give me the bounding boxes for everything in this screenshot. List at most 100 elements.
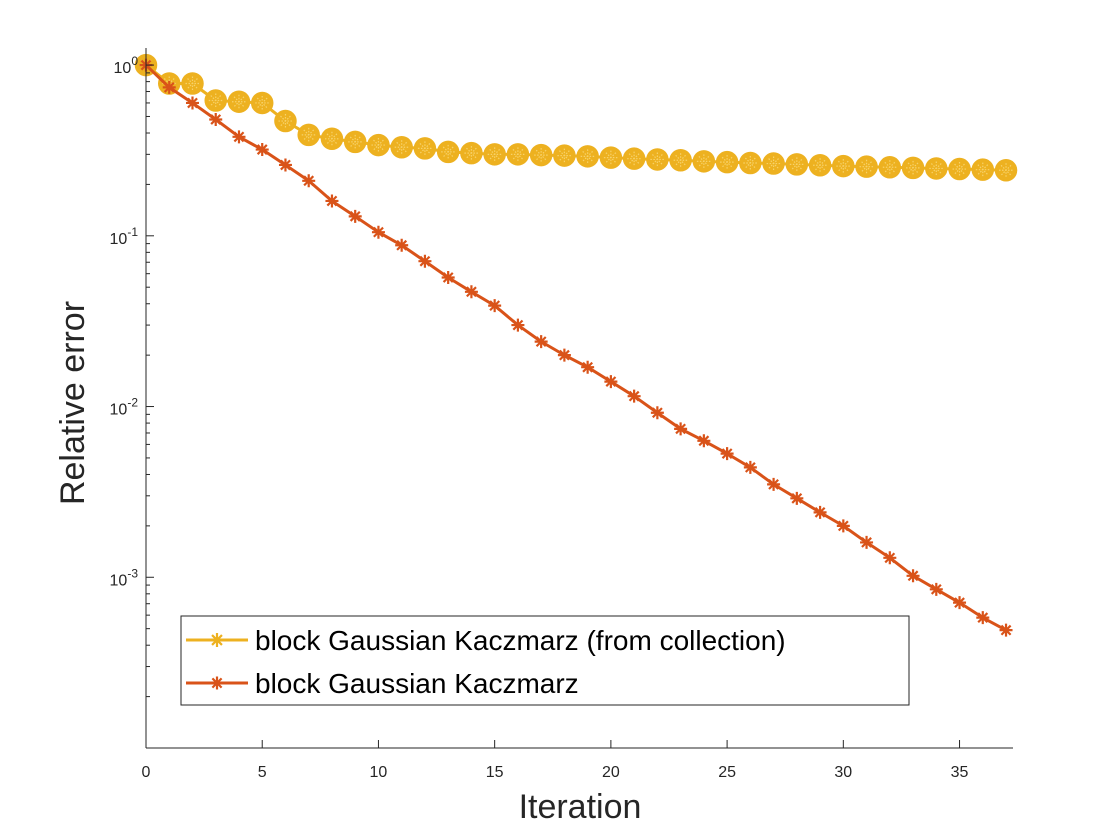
data-point-1: [808, 153, 832, 177]
data-point-2: [883, 551, 897, 565]
data-point-2: [278, 158, 292, 172]
data-point-2: [697, 434, 711, 448]
data-point-2: [185, 96, 199, 110]
data-point-2: [534, 335, 548, 349]
data-point-2: [232, 130, 246, 144]
legend-box: [180, 615, 910, 706]
plot-area: [134, 53, 1018, 637]
data-point-1: [460, 141, 483, 165]
data-point-2: [581, 360, 595, 374]
data-point-2: [743, 460, 757, 474]
data-point-1: [692, 150, 716, 173]
data-point-2: [790, 491, 804, 505]
data-point-1: [227, 90, 251, 113]
data-point-2: [348, 209, 362, 223]
data-point-1: [367, 133, 390, 157]
data-point-2: [720, 447, 734, 461]
data-point-2: [604, 375, 618, 389]
data-point-1: [646, 148, 669, 171]
data-point-1: [297, 123, 320, 147]
data-point-2: [325, 194, 339, 208]
x-tick-label: 0: [142, 764, 151, 781]
data-point-2: [860, 535, 874, 549]
y-tick-label: 10-1: [110, 225, 139, 248]
data-point-1: [599, 146, 623, 169]
data-point-1: [320, 127, 344, 151]
data-point-1: [413, 137, 437, 160]
data-point-2: [209, 113, 223, 126]
data-point-2: [999, 623, 1013, 637]
series-2: [139, 58, 1013, 637]
data-point-1: [925, 157, 948, 180]
x-tick-label: 5: [258, 764, 267, 781]
data-point-2: [441, 270, 455, 284]
axes: [145, 48, 1013, 749]
data-point-1: [622, 147, 646, 170]
data-point-1: [343, 130, 367, 154]
x-tick-label: 35: [951, 764, 969, 781]
data-point-1: [832, 154, 855, 178]
x-tick-label: 30: [834, 764, 852, 781]
data-point-1: [901, 156, 925, 180]
y-tick-label: 10-3: [110, 566, 139, 589]
data-point-2: [162, 80, 176, 94]
legend-entry-1: block Gaussian Kaczmarz (from collection…: [186, 625, 786, 656]
data-point-1: [994, 159, 1018, 182]
data-point-2: [836, 519, 850, 533]
data-point-1: [274, 109, 297, 133]
data-point-1: [436, 140, 460, 164]
legend-entry-2: block Gaussian Kaczmarz: [186, 668, 579, 699]
data-point-2: [627, 389, 641, 403]
series-1: [134, 53, 1018, 182]
data-point-1: [483, 143, 506, 166]
data-point-2: [488, 299, 502, 313]
data-point-2: [767, 477, 781, 491]
y-ticks: 100 10-1 10-2 10-3: [110, 54, 154, 698]
x-tick-label: 15: [486, 764, 504, 781]
x-ticks: 0 5 10 15 20 25 30 35: [142, 740, 969, 781]
data-point-2: [255, 143, 269, 157]
data-point-1: [855, 155, 878, 178]
legend-label-2: block Gaussian Kaczmarz: [255, 668, 579, 699]
data-point-2: [557, 348, 571, 362]
data-point-1: [506, 143, 530, 166]
legend-marker-glyph: [210, 633, 224, 647]
x-axis-title: Iteration: [519, 788, 642, 826]
y-axis-title: Relative error: [54, 301, 92, 505]
data-point-1: [739, 151, 762, 175]
data-point-1: [971, 158, 995, 181]
y-tick-label: 10-2: [110, 396, 139, 419]
data-point-1: [878, 156, 902, 179]
data-point-2: [395, 238, 409, 252]
data-point-2: [813, 505, 827, 519]
data-point-1: [785, 153, 809, 176]
data-point-2: [976, 611, 990, 625]
data-point-2: [371, 225, 385, 239]
data-point-1: [669, 149, 692, 172]
legend-label-1: block Gaussian Kaczmarz (from collection…: [255, 625, 786, 656]
data-point-1: [250, 91, 274, 115]
legend-marker-glyph: [210, 676, 224, 690]
data-point-2: [464, 285, 478, 299]
y-tick-label: 100: [114, 54, 139, 77]
data-point-1: [553, 144, 576, 167]
data-point-2: [511, 318, 525, 332]
data-point-2: [418, 254, 432, 268]
data-point-2: [953, 596, 967, 610]
legend-marker-2: [210, 676, 224, 690]
data-point-1: [576, 145, 599, 168]
legend-marker-1: [210, 633, 224, 647]
data-point-1: [529, 143, 553, 167]
data-point-1: [204, 89, 227, 112]
data-point-2: [674, 422, 688, 436]
data-point-1: [762, 152, 785, 175]
data-point-1: [948, 157, 971, 181]
x-tick-label: 25: [718, 764, 736, 781]
data-point-1: [181, 72, 204, 95]
x-tick-label: 20: [602, 764, 620, 781]
data-point-2: [929, 582, 943, 596]
x-tick-label: 10: [370, 764, 388, 781]
data-point-2: [650, 406, 664, 420]
